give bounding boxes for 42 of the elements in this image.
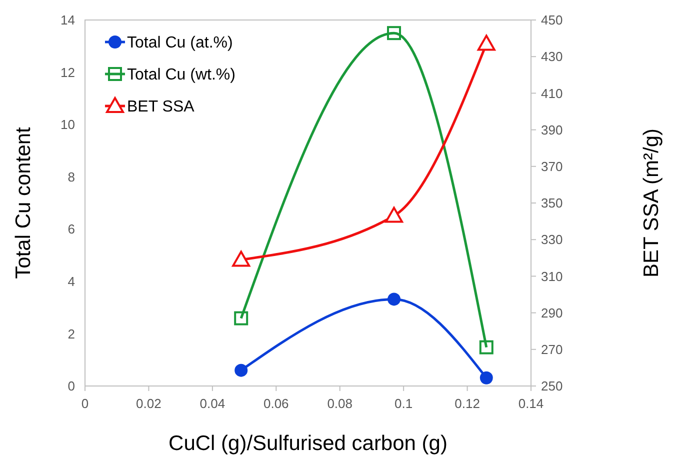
x-tick-label: 0.06 [263,396,289,411]
y-tick-label: 14 [60,12,75,28]
y-tick-label: 12 [60,64,75,80]
point [385,206,404,223]
y2-tick-label: 330 [541,232,563,248]
y2-axis-title: BET SSA (m²/g) [640,128,663,278]
y-tick-label: 0 [68,378,75,394]
y2-tick-label: 450 [541,12,563,28]
y-tick-label: 6 [68,222,75,237]
x-tick-label: 0.02 [136,396,162,411]
y-tick-label: 10 [60,117,75,132]
y2-tick-label: 370 [541,158,563,174]
x-tick-label: 0.04 [200,396,226,411]
point [234,364,248,377]
legend-label: BET SSA [127,98,195,116]
x-tick-label: 0.08 [327,396,353,411]
point [480,371,493,384]
y2-tick-label: 270 [541,342,563,357]
x-tick-label: 0.12 [454,396,480,411]
y2-tick-label: 250 [541,378,563,394]
point [387,26,402,40]
y-tick-label: 4 [68,274,75,289]
point [234,311,248,326]
x-tick-label: 0 [81,396,89,411]
y2-tick-label: 310 [541,268,563,284]
y-axis-title: Total Cu content [12,126,35,279]
x-tick-label: 0.1 [394,396,413,411]
y-tick-label: 2 [68,326,75,342]
y-tick-label: 8 [68,169,75,184]
legend-label: Total Cu (wt.%) [127,66,236,84]
y2-tick-label: 350 [541,196,563,211]
y2-tick-label: 410 [541,86,563,101]
y2-tick-label: 290 [541,305,563,320]
legend-label: Total Cu (at.%) [127,34,233,52]
y2-tick-label: 390 [541,122,563,138]
x-tick-label: 0.14 [518,396,544,411]
point [477,34,496,51]
x-axis-title: CuCl (g)/Sulfurised carbon (g) [168,432,448,455]
point [479,340,494,354]
point [232,250,250,267]
y2-tick-label: 430 [541,49,563,64]
point [388,292,401,306]
